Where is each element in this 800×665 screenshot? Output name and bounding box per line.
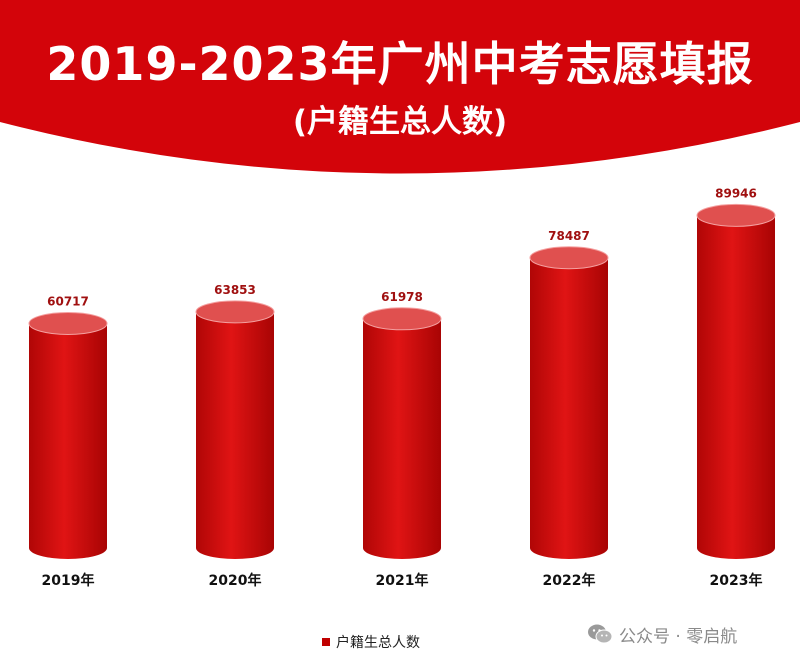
- category-label: 2022年: [543, 572, 596, 589]
- watermark-text: 公众号 · 零启航: [619, 626, 738, 647]
- legend: 户籍生总人数: [322, 632, 420, 652]
- value-label: 63853: [214, 283, 256, 297]
- bar-body: [530, 257, 608, 559]
- bar-top: [28, 311, 108, 335]
- legend-swatch: [322, 638, 330, 646]
- bar-2022年: [529, 246, 609, 559]
- bar-2020年: [195, 300, 275, 559]
- bar-top: [362, 307, 442, 331]
- value-label: 61978: [381, 290, 423, 304]
- wechat-icon: [588, 624, 613, 644]
- value-label: 60717: [47, 294, 89, 308]
- value-label: 89946: [715, 186, 757, 200]
- legend-label: 户籍生总人数: [336, 635, 420, 651]
- category-label: 2020年: [209, 572, 262, 589]
- chart-subtitle: (户籍生总人数): [292, 104, 508, 140]
- bar-body: [29, 323, 107, 559]
- category-label: 2023年: [710, 572, 763, 589]
- category-label: 2021年: [376, 572, 429, 589]
- bar-body: [697, 215, 775, 559]
- category-label: 2019年: [42, 572, 95, 589]
- watermark: 公众号 · 零启航: [587, 620, 737, 648]
- bar-body: [363, 318, 441, 559]
- chart-title: 2019-2023年广州中考志愿填报: [46, 37, 754, 91]
- bar-body: [196, 311, 274, 559]
- value-label: 78487: [548, 229, 590, 243]
- bar-top: [195, 300, 275, 324]
- header-banner: [0, 0, 800, 174]
- bar-2019年: [28, 311, 108, 559]
- bar-2023年: [696, 203, 776, 559]
- bar-top: [696, 203, 776, 227]
- bar-2021年: [362, 307, 442, 559]
- bar-top: [529, 246, 609, 270]
